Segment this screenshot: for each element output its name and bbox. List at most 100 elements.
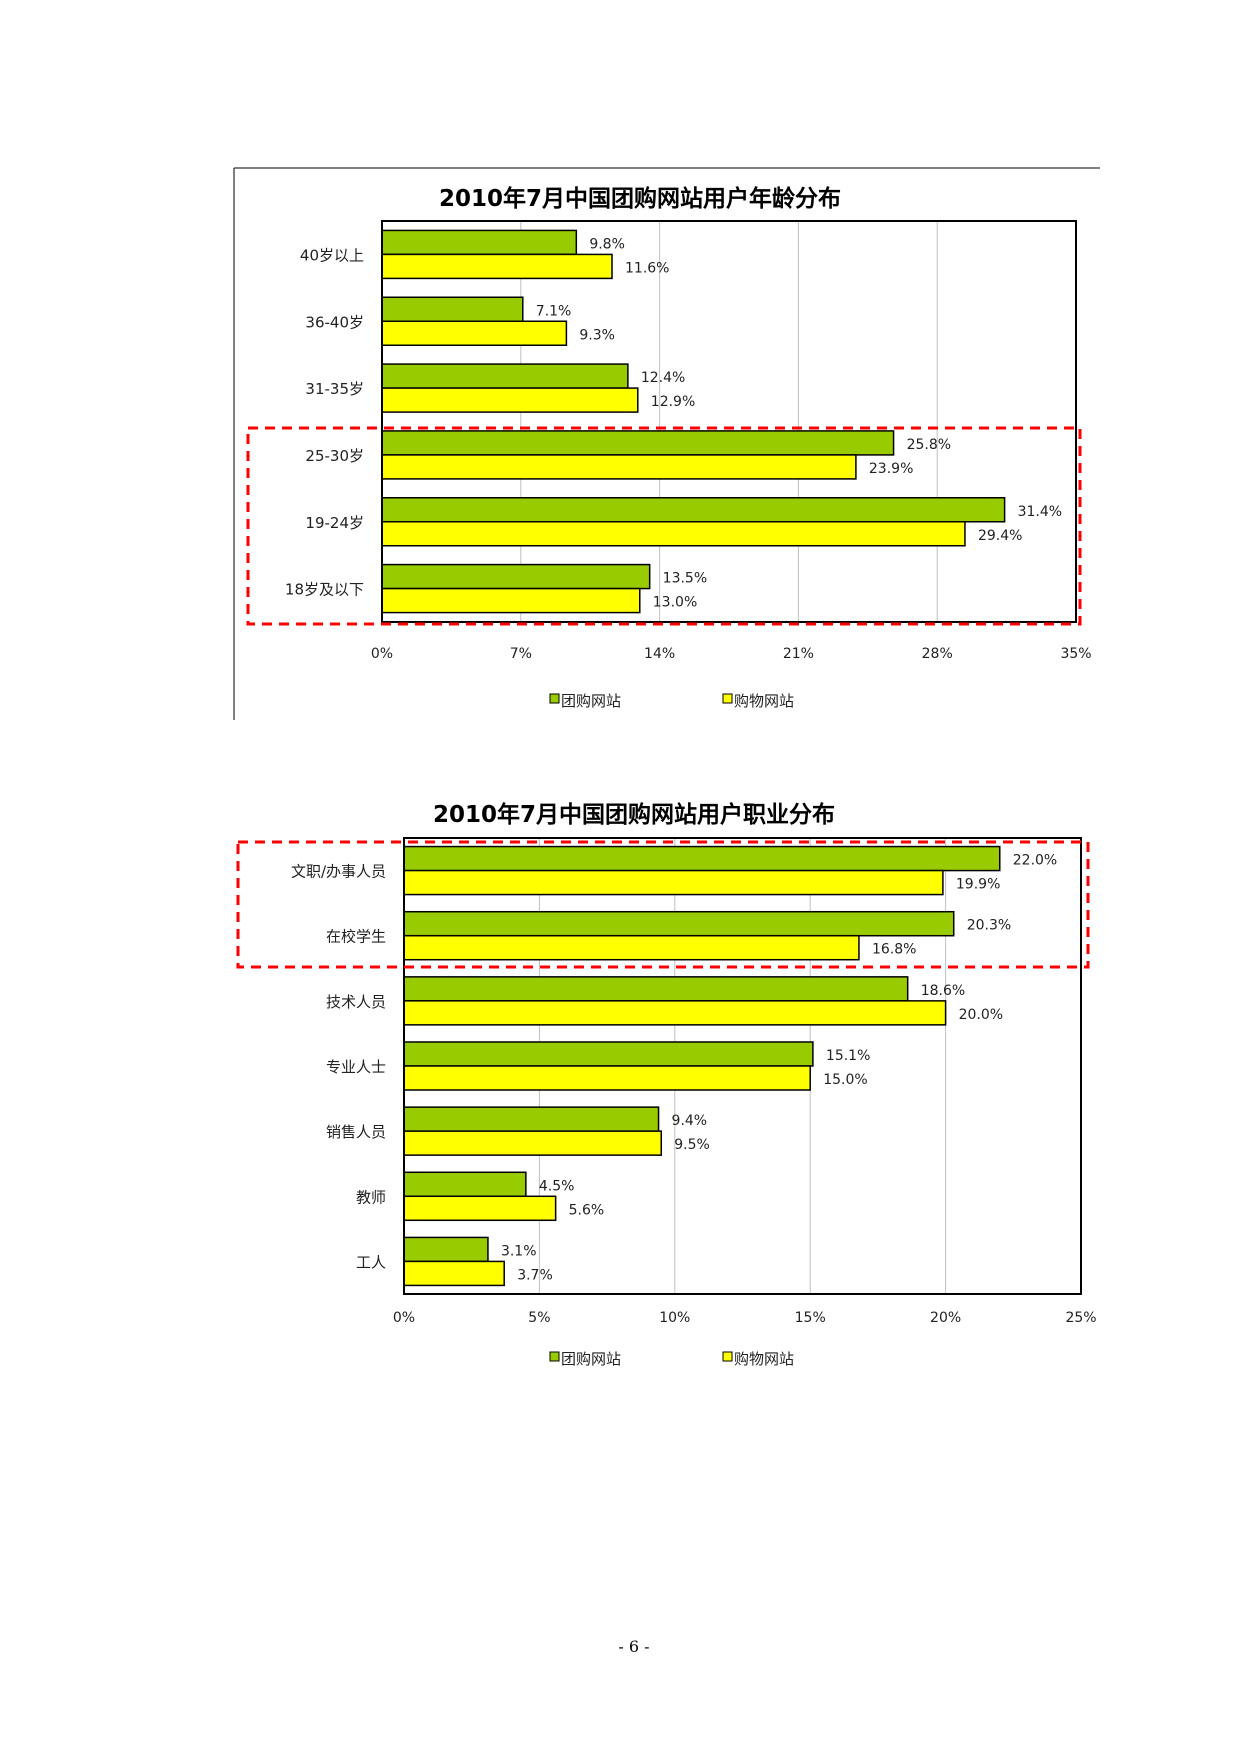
bar-series1	[381, 229, 578, 256]
x-tick-label: 0%	[393, 1310, 415, 1326]
x-tick-label: 20%	[930, 1310, 961, 1326]
x-tick-label: 21%	[783, 646, 814, 662]
chart1-plot-area	[381, 220, 1077, 623]
data-label: 9.4%	[672, 1113, 708, 1129]
bar-series1	[403, 1236, 489, 1263]
data-label: 5.6%	[569, 1202, 605, 1218]
data-label: 11.6%	[625, 260, 669, 276]
bar-series2	[403, 1195, 557, 1222]
data-label: 18.6%	[921, 983, 965, 999]
bar-series2	[403, 869, 944, 896]
category-label: 技术人员	[326, 993, 386, 1011]
data-label: 25.8%	[907, 437, 951, 453]
data-label: 9.5%	[674, 1137, 710, 1153]
data-label: 13.0%	[653, 595, 697, 611]
data-label: 22.0%	[1013, 853, 1057, 869]
data-label: 9.8%	[589, 236, 625, 252]
bar-series2	[403, 1065, 811, 1091]
data-label: 12.4%	[641, 370, 685, 386]
x-tick-label: 0%	[371, 646, 393, 662]
page-number: - 6 -	[618, 1637, 649, 1656]
chart1-legend-label-series1: 团购网站	[561, 692, 621, 710]
category-label: 销售人员	[326, 1123, 386, 1141]
x-tick-label: 5%	[528, 1310, 550, 1326]
bar-series2	[403, 934, 860, 961]
data-label: 23.9%	[869, 461, 913, 477]
chart1-legend-swatch-series1	[549, 693, 560, 704]
chart2-legend-label-series1: 团购网站	[561, 1350, 621, 1368]
bar-series1	[403, 1041, 814, 1067]
data-label: 7.1%	[536, 303, 572, 319]
x-tick-label: 10%	[659, 1310, 690, 1326]
data-label: 20.3%	[967, 918, 1011, 934]
data-label: 19.9%	[956, 877, 1000, 893]
data-label: 3.1%	[501, 1243, 537, 1259]
x-tick-label: 25%	[1065, 1310, 1096, 1326]
chart1-gridlines	[520, 221, 938, 622]
age-distribution-chart: 2010年7月中国团购网站用户年龄分布 9.8%11.6% 7.1% 9.3% 12.…	[233, 167, 1100, 720]
data-label: 29.4%	[978, 528, 1022, 544]
chart2-legend-label-series2: 购物网站	[734, 1350, 794, 1368]
bar-series2	[403, 1000, 947, 1026]
category-label: 18岁及以下	[285, 581, 364, 599]
chart2-tick-labels: 0% 5% 10% 15% 20% 25%	[393, 1310, 1097, 1326]
data-label: 16.8%	[872, 942, 916, 958]
category-label: 31-35岁	[305, 380, 364, 398]
bar-series1	[403, 910, 955, 937]
category-label: 专业人士	[326, 1058, 386, 1076]
chart1-highlight-box	[246, 426, 1082, 626]
chart1-tick-labels: 0% 7% 14% 21% 28% 35%	[371, 646, 1092, 662]
category-label: 在校学生	[326, 928, 386, 946]
chart2-legend-swatch-series1	[549, 1351, 560, 1362]
data-label: 12.9%	[651, 394, 695, 410]
bar-series2	[403, 1130, 663, 1156]
data-label: 15.1%	[826, 1048, 870, 1064]
data-label: 13.5%	[663, 571, 707, 587]
bar-series2	[381, 587, 641, 614]
category-label: 文职/办事人员	[291, 863, 386, 881]
bar-series2	[381, 253, 613, 280]
chart1-data-labels: 9.8%11.6% 7.1% 9.3% 12.4% 12.9% 25.8% 23.9% 31.…	[536, 236, 1062, 610]
category-label: 36-40岁	[305, 313, 364, 331]
bar-series1	[403, 976, 909, 1002]
bar-series2	[403, 1260, 505, 1287]
chart1-bars	[381, 229, 1006, 614]
bar-series1	[381, 497, 1006, 523]
x-tick-label: 35%	[1060, 646, 1091, 662]
chart1-frame-lines	[233, 167, 1100, 720]
data-label: 31.4%	[1018, 504, 1062, 520]
x-tick-label: 15%	[795, 1310, 826, 1326]
chart2-data-labels: 22.0% 19.9% 20.3% 16.8% 18.6% 20.0% 15.1% 15.0%…	[501, 853, 1057, 1284]
chart2-legend: 团购网站 购物网站	[549, 1350, 794, 1368]
data-label: 3.7%	[517, 1267, 553, 1283]
category-label: 工人	[356, 1253, 386, 1271]
chart2-legend-swatch-series2	[722, 1351, 733, 1362]
x-tick-label: 14%	[644, 646, 675, 662]
data-label: 9.3%	[579, 327, 615, 343]
category-label: 25-30岁	[305, 447, 364, 465]
bar-series1	[403, 1171, 527, 1198]
category-label: 19-24岁	[305, 514, 364, 532]
chart2-title: 2010年7月中国团购网站用户职业分布	[433, 801, 835, 828]
bar-series2	[381, 320, 568, 346]
bar-series1	[381, 296, 524, 322]
x-tick-label: 28%	[922, 646, 953, 662]
bar-series2	[381, 387, 639, 413]
chart1-title: 2010年7月中国团购网站用户年龄分布	[439, 185, 841, 212]
category-label: 教师	[356, 1188, 386, 1206]
chart2-highlight-box	[236, 840, 1090, 969]
chart1-legend: 团购网站 购物网站	[549, 692, 794, 710]
bar-series2	[381, 521, 966, 547]
occupation-distribution-chart: 2010年7月中国团购网站用户职业分布 22.0% 19.9% 20.3% 16.8%…	[236, 801, 1097, 1368]
chart1-legend-swatch-series2	[722, 693, 733, 704]
bar-series1	[381, 563, 651, 590]
chart2-bars	[403, 845, 1001, 1287]
bar-series1	[403, 845, 1001, 872]
data-label: 4.5%	[539, 1178, 575, 1194]
chart1-category-labels: 40岁以上 36-40岁 31-35岁 25-30岁 19-24岁 18岁及以下	[285, 246, 364, 598]
data-label: 15.0%	[823, 1072, 867, 1088]
chart1-legend-label-series2: 购物网站	[734, 692, 794, 710]
bar-series1	[403, 1106, 660, 1132]
